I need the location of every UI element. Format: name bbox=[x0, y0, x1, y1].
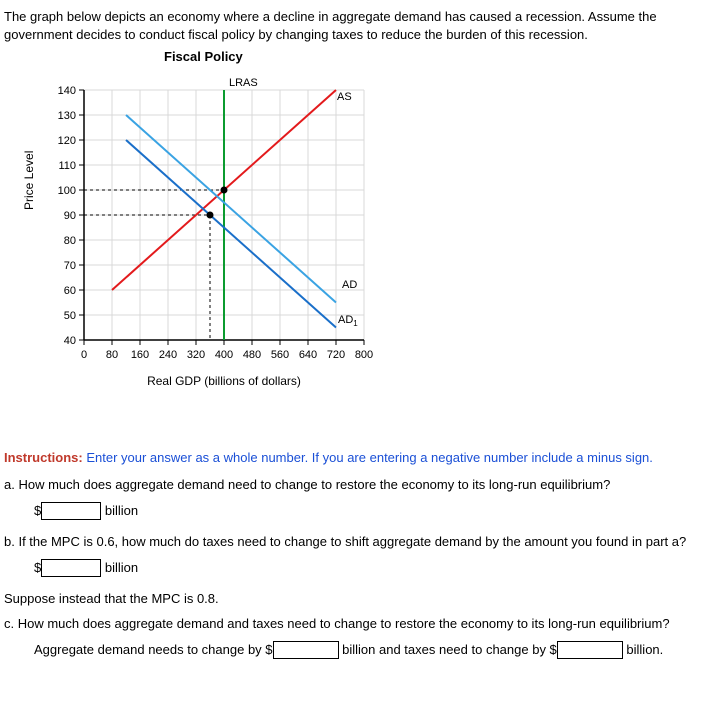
svg-text:40: 40 bbox=[64, 335, 76, 347]
full-eq-point bbox=[221, 187, 228, 194]
svg-text:130: 130 bbox=[58, 110, 76, 122]
svg-text:90: 90 bbox=[64, 210, 76, 222]
lras-label: LRAS bbox=[229, 77, 258, 89]
svg-text:800: 800 bbox=[355, 349, 373, 361]
answer-c-tax-input[interactable] bbox=[557, 641, 623, 659]
unit-b: billion bbox=[105, 560, 138, 575]
svg-text:320: 320 bbox=[187, 349, 205, 361]
intro-text: The graph below depicts an economy where… bbox=[4, 8, 710, 43]
fiscal-policy-chart: 0 80 160 240 320 400 480 560 640 720 800… bbox=[34, 70, 394, 370]
answer-b-input[interactable] bbox=[41, 559, 101, 577]
as-label: AS bbox=[337, 91, 352, 103]
ad-label: AD bbox=[342, 279, 357, 291]
short-eq-point bbox=[207, 212, 214, 219]
svg-text:720: 720 bbox=[327, 349, 345, 361]
question-a: a. How much does aggregate demand need t… bbox=[4, 477, 710, 492]
ad1-label: AD1 bbox=[338, 314, 358, 328]
unit-a: billion bbox=[105, 503, 138, 518]
svg-text:640: 640 bbox=[299, 349, 317, 361]
svg-text:60: 60 bbox=[64, 285, 76, 297]
dollar-sign: $ bbox=[34, 503, 41, 518]
svg-text:110: 110 bbox=[58, 160, 76, 172]
answer-c-ad-input[interactable] bbox=[273, 641, 339, 659]
svg-text:100: 100 bbox=[58, 185, 76, 197]
svg-text:80: 80 bbox=[64, 235, 76, 247]
svg-text:400: 400 bbox=[215, 349, 233, 361]
svg-text:120: 120 bbox=[58, 135, 76, 147]
svg-text:160: 160 bbox=[131, 349, 149, 361]
instructions-text: Enter your answer as a whole number. If … bbox=[83, 450, 653, 465]
c-mid: billion and taxes need to change by $ bbox=[339, 642, 557, 657]
ad1-line bbox=[126, 140, 336, 328]
instructions-label: Instructions: bbox=[4, 450, 83, 465]
y-axis-label: Price Level bbox=[22, 151, 36, 210]
c-end: billion. bbox=[623, 642, 663, 657]
svg-text:80: 80 bbox=[106, 349, 118, 361]
chart-title: Fiscal Policy bbox=[164, 49, 710, 64]
svg-text:240: 240 bbox=[159, 349, 177, 361]
svg-text:140: 140 bbox=[58, 85, 76, 97]
suppose-text: Suppose instead that the MPC is 0.8. bbox=[4, 591, 710, 606]
chart-container: Price Level bbox=[34, 70, 394, 390]
question-c: c. How much does aggregate demand and ta… bbox=[4, 616, 710, 631]
x-axis-label: Real GDP (billions of dollars) bbox=[84, 374, 364, 388]
ad-line bbox=[126, 115, 336, 303]
svg-text:560: 560 bbox=[271, 349, 289, 361]
c-lead: Aggregate demand needs to change by $ bbox=[34, 642, 273, 657]
svg-text:0: 0 bbox=[81, 349, 87, 361]
svg-text:70: 70 bbox=[64, 260, 76, 272]
svg-text:50: 50 bbox=[64, 310, 76, 322]
dollar-sign: $ bbox=[34, 560, 41, 575]
instructions: Instructions: Enter your answer as a who… bbox=[4, 450, 710, 465]
answer-a-input[interactable] bbox=[41, 502, 101, 520]
question-b: b. If the MPC is 0.6, how much do taxes … bbox=[4, 534, 710, 549]
svg-text:480: 480 bbox=[243, 349, 261, 361]
